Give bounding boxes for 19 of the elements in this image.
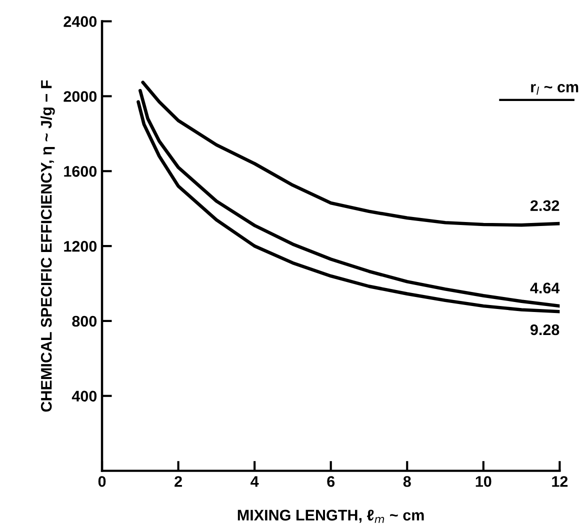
y-tick-label: 1200 (64, 240, 97, 252)
y-tick-label: 400 (72, 390, 97, 402)
x-tick-label: 0 (98, 476, 106, 487)
y-axis-title: CHEMICAL SPECIFIC EFFICIENCY, η ~ J/g − F (40, 80, 55, 412)
y-tick-label: 1600 (64, 166, 97, 177)
x-tick-label: 2 (174, 476, 182, 487)
series-label: 2.32 (530, 200, 560, 212)
y-tick-label: 2400 (64, 16, 97, 27)
series-label: 9.28 (530, 324, 560, 336)
y-tick-label: 2000 (64, 91, 97, 102)
series-label: 4.64 (530, 282, 560, 294)
x-tick-label: 6 (327, 476, 335, 487)
x-axis-title: MIXING LENGTH, ℓ$_{m}$ ~ cm (238, 510, 424, 523)
y-tick-label: 800 (72, 316, 97, 327)
x-tick-label: 8 (403, 476, 411, 487)
x-tick-label: 4 (250, 476, 259, 487)
x-tick-label: 12 (552, 476, 568, 487)
x-tick-label: 10 (476, 476, 492, 487)
legend-title: r$_{l}$ ~ cm (531, 84, 578, 95)
